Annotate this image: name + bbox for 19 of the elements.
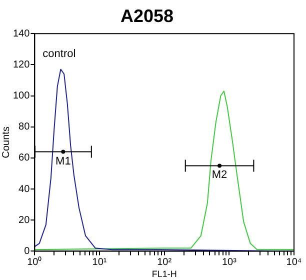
chart-title: A2058 <box>120 6 174 26</box>
x-tick-label: 10⁰ <box>27 256 42 268</box>
x-tick-label: 10³ <box>222 256 238 268</box>
x-tick-label: 10⁴ <box>286 256 302 268</box>
y-tick-label: 40 <box>18 184 30 195</box>
x-tick-label: 10² <box>157 256 172 268</box>
y-tick-label: 80 <box>18 122 30 133</box>
y-tick-label: 100 <box>12 90 30 102</box>
series-label: control <box>42 48 76 60</box>
y-tick-label: 60 <box>18 152 30 164</box>
y-tick-label: 20 <box>18 214 30 226</box>
y-tick-label: 0 <box>24 246 30 257</box>
series-label: M2 <box>212 169 228 182</box>
y-tick-label: 140 <box>12 28 30 40</box>
x-axis-title: FL1-H <box>152 269 177 280</box>
y-tick-label: 120 <box>12 59 30 70</box>
series-label: M1 <box>56 155 71 168</box>
x-tick-label: 10¹ <box>92 256 108 268</box>
y-axis-title: Counts <box>0 126 12 158</box>
